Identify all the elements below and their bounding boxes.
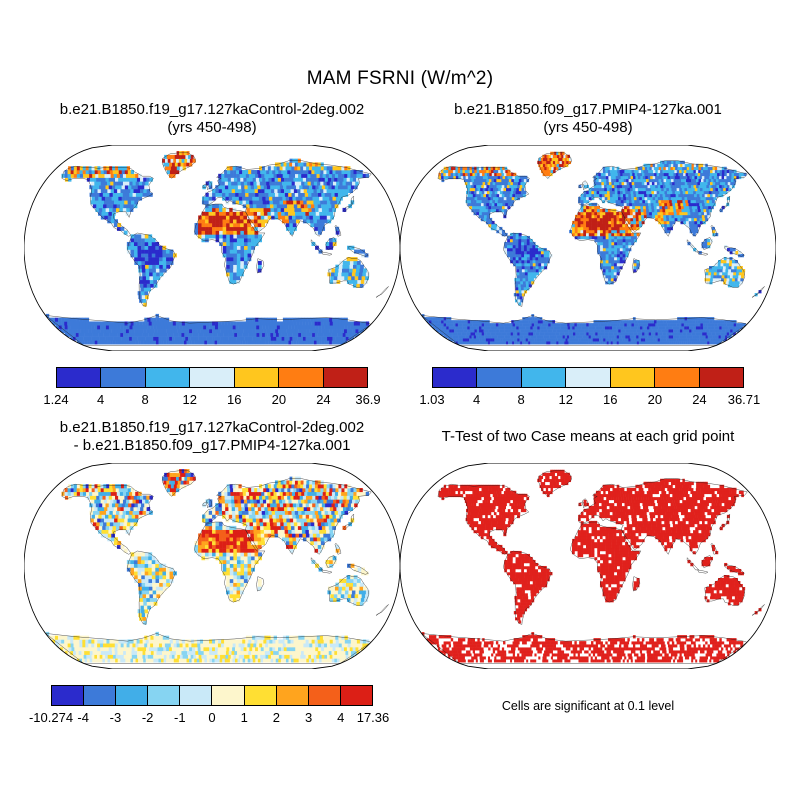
- colorbar-tick-label: 4: [472, 392, 481, 407]
- colorbar-tick-label: 1: [240, 710, 248, 725]
- colorbar-pmip4: 1.03 4 8 12 16 20 24 36.71: [419, 367, 760, 408]
- panel-ttest-title: T-Test of two Case means at each grid po…: [441, 428, 735, 445]
- colorbar-tick-label: 2: [272, 710, 281, 725]
- colorbar-box: [211, 685, 245, 706]
- colorbar-tick-label: 8: [141, 392, 149, 407]
- panel-ttest: T-Test of two Case means at each grid po…: [388, 419, 788, 713]
- colorbar-box: [56, 367, 102, 388]
- colorbar-labels: 1.24 4 8 12 16 20 24 36.9: [43, 392, 380, 408]
- colorbar-tick-label: 20: [647, 392, 663, 407]
- colorbar-box: [100, 367, 146, 388]
- panel-difference: b.e21.B1850.f19_g17.127kaControl-2deg.00…: [12, 419, 412, 726]
- colorbar-box: [275, 685, 309, 706]
- colorbar-tick-label: -4: [77, 710, 89, 725]
- colorbar-box: [654, 367, 700, 388]
- colorbar-tick-label: 17.36: [356, 710, 390, 725]
- colorbar-tick-label: 16: [603, 392, 618, 407]
- ttest-caption: Cells are significant at 0.1 level: [501, 699, 675, 713]
- colorbar-box: [115, 685, 149, 706]
- colorbar-tick-label: 36.71: [727, 392, 761, 407]
- colorbar-labels: -10.274 -4 -3 -2 -1 0 1 2 3 4 17.36: [29, 710, 389, 726]
- colorbar-tick-label: 1.24: [43, 392, 69, 407]
- colorbar-box: [339, 685, 373, 706]
- colorbar-tick-label: -1: [174, 710, 186, 725]
- panel-diff-title: b.e21.B1850.f19_g17.127kaControl-2deg.00…: [59, 419, 365, 436]
- colorbar-box: [51, 685, 85, 706]
- colorbar-tick-label: 12: [558, 392, 573, 407]
- colorbar-box: [83, 685, 117, 706]
- panel-pmip4: b.e21.B1850.f09_g17.PMIP4-127ka.001 (yrs…: [388, 101, 788, 408]
- panel-control-title: b.e21.B1850.f19_g17.127kaControl-2deg.00…: [59, 101, 365, 118]
- colorbar-box: [243, 685, 277, 706]
- colorbar-box: [278, 367, 324, 388]
- colorbar-box: [322, 367, 368, 388]
- colorbar-box: [476, 367, 522, 388]
- colorbar-box: [233, 367, 280, 388]
- panel-diff-subtitle: - b.e21.B1850.f09_g17.PMIP4-127ka.001: [73, 437, 351, 454]
- colorbar-tick-label: 3: [304, 710, 313, 725]
- colorbar-tick-label: 20: [271, 392, 287, 407]
- colorbar-tick-label: 1.03: [419, 392, 445, 407]
- colorbar-tick-label: 4: [96, 392, 105, 407]
- colorbar-difference: -10.274 -4 -3 -2 -1 0 1 2 3 4 17.36: [29, 685, 389, 726]
- colorbar-box: [698, 367, 744, 388]
- world-map-difference: [24, 463, 400, 669]
- colorbar-box: [565, 367, 611, 388]
- colorbar-box: [432, 367, 478, 388]
- panel-control: b.e21.B1850.f19_g17.127kaControl-2deg.00…: [12, 101, 412, 408]
- colorbar-box: [189, 367, 235, 388]
- panel-control-subtitle: (yrs 450-498): [167, 119, 257, 136]
- colorbar-control: 1.24 4 8 12 16 20 24 36.9: [43, 367, 381, 408]
- colorbar-box: [520, 367, 567, 388]
- colorbar-box: [307, 685, 341, 706]
- colorbar-tick-label: 0: [208, 710, 216, 725]
- panel-pmip4-title: b.e21.B1850.f09_g17.PMIP4-127ka.001: [454, 101, 722, 118]
- colorbar-boxes: [56, 367, 368, 388]
- colorbar-tick-label: 12: [182, 392, 197, 407]
- colorbar-box: [609, 367, 656, 388]
- colorbar-tick-label: 8: [517, 392, 525, 407]
- colorbar-tick-label: -10.274: [28, 710, 74, 725]
- colorbar-tick-label: 4: [337, 710, 345, 725]
- colorbar-tick-label: 24: [316, 392, 331, 407]
- figure-main-title: MAM FSRNI (W/m^2): [306, 68, 494, 89]
- colorbar-boxes: [51, 685, 373, 706]
- colorbar-box: [179, 685, 213, 706]
- colorbar-box: [147, 685, 181, 706]
- colorbar-tick-label: 36.9: [355, 392, 381, 407]
- colorbar-tick-label: 24: [692, 392, 707, 407]
- world-map-ttest: [400, 463, 776, 669]
- colorbar-tick-label: -2: [141, 710, 154, 725]
- colorbar-tick-label: 16: [227, 392, 242, 407]
- colorbar-tick-label: -3: [109, 710, 122, 725]
- colorbar-labels: 1.03 4 8 12 16 20 24 36.71: [419, 392, 760, 408]
- world-map-control: [24, 145, 400, 351]
- colorbar-boxes: [432, 367, 744, 388]
- panel-pmip4-subtitle: (yrs 450-498): [543, 119, 633, 136]
- world-map-pmip4: [400, 145, 776, 351]
- colorbar-box: [144, 367, 191, 388]
